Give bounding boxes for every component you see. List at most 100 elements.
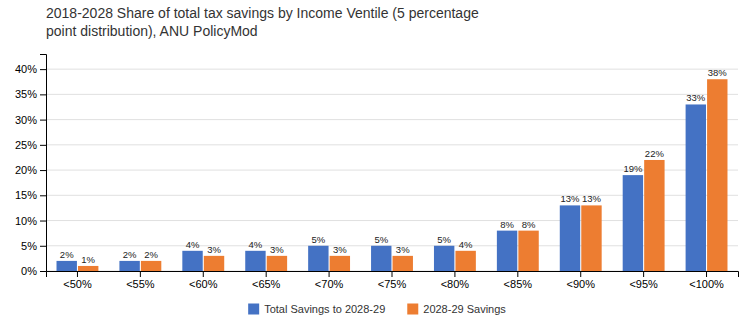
bar <box>182 251 202 271</box>
x-tick: <70% <box>315 271 344 290</box>
x-tick-label: <95% <box>629 278 658 290</box>
x-tick-label: <75% <box>378 278 407 290</box>
x-tick-label: <90% <box>567 278 596 290</box>
data-label: 13% <box>560 193 580 204</box>
legend-item: 2028-29 Savings <box>407 303 506 315</box>
bar <box>497 231 517 271</box>
data-label: 2% <box>123 249 137 260</box>
x-tick: <85% <box>504 271 533 290</box>
x-axis: <50% <55% <60% <65% <70% <75% <80% <85% <90% <95%… <box>47 271 739 290</box>
y-tick-label: 35% <box>15 88 37 100</box>
data-label: 1% <box>81 254 95 265</box>
y-tick-mark <box>40 195 46 196</box>
grid-line <box>46 119 738 120</box>
y-tick: 10% <box>15 215 46 227</box>
x-tick-mark <box>643 271 644 277</box>
x-tick-label: <80% <box>441 278 470 290</box>
y-tick-label: 30% <box>15 114 37 126</box>
y-tick-mark <box>40 145 46 146</box>
y-tick: 5% <box>21 240 46 252</box>
bar <box>267 256 287 271</box>
x-tick-label: <85% <box>504 278 533 290</box>
bar <box>393 256 413 271</box>
x-tick: <55% <box>126 271 155 290</box>
x-tick-label: <50% <box>63 278 92 290</box>
data-label: 8% <box>500 219 514 230</box>
bar <box>434 246 454 271</box>
data-label: 4% <box>459 239 473 250</box>
y-tick-mark <box>40 271 46 272</box>
grid-line <box>46 94 738 95</box>
y-tick-mark <box>40 120 46 121</box>
grid-line <box>46 69 738 70</box>
data-label: 3% <box>270 244 284 255</box>
y-tick-label: 0% <box>21 265 37 277</box>
bar <box>371 246 391 271</box>
bar <box>330 256 350 271</box>
x-tick-mark <box>580 271 581 277</box>
x-tick-mark <box>77 271 78 277</box>
data-label: 4% <box>186 239 200 250</box>
y-tick: 30% <box>15 114 46 126</box>
bar <box>686 104 706 271</box>
data-label: 19% <box>623 163 643 174</box>
bar <box>308 246 328 271</box>
y-tick-mark <box>40 246 46 247</box>
chart-title: 2018-2028 Share of total tax savings by … <box>46 5 479 39</box>
y-tick: 0% <box>21 265 46 277</box>
x-tick-mark <box>517 271 518 277</box>
plot-area: 2%2%4%4%5%5%5%8%13%19%33%1%2%3%3%3%3%4%8… <box>15 55 739 290</box>
x-tick-label: <55% <box>126 278 155 290</box>
chart-container: 2018-2028 Share of total tax savings by … <box>0 0 754 323</box>
x-tick: <90% <box>567 271 596 290</box>
y-tick-label: 40% <box>15 63 37 75</box>
bar-series <box>57 104 706 271</box>
legend-label: Total Savings to 2028-29 <box>264 303 385 315</box>
bar <box>707 79 727 271</box>
y-tick-label: 20% <box>15 164 37 176</box>
chart-title-line: 2018-2028 Share of total tax savings by … <box>46 5 479 21</box>
y-tick-mark <box>40 221 46 222</box>
y-tick: 15% <box>15 189 46 201</box>
x-tick-mark <box>392 271 393 277</box>
y-tick-label: 10% <box>15 215 37 227</box>
y-axis-line <box>40 55 47 272</box>
chart-svg: 2018-2028 Share of total tax savings by … <box>0 0 754 323</box>
y-tick-label: 5% <box>21 240 37 252</box>
data-label: 22% <box>645 148 665 159</box>
x-tick-mark <box>329 271 330 277</box>
x-tick-mark <box>203 271 204 277</box>
bar <box>245 251 265 271</box>
y-tick: 35% <box>15 88 46 100</box>
bars <box>57 79 728 271</box>
legend-swatch <box>248 304 259 315</box>
bar <box>560 205 580 271</box>
bar <box>644 160 664 271</box>
x-tick: <75% <box>378 271 407 290</box>
data-label: 5% <box>311 234 325 245</box>
data-label: 3% <box>396 244 410 255</box>
x-tick-mark <box>454 271 455 277</box>
x-tick-mark <box>140 271 141 277</box>
y-tick: 40% <box>15 63 46 75</box>
x-tick: <80% <box>441 271 470 290</box>
bar <box>204 256 224 271</box>
x-tick-mark <box>266 271 267 277</box>
y-tick-mark <box>40 69 46 70</box>
data-label: 3% <box>207 244 221 255</box>
x-tick-label: <65% <box>252 278 281 290</box>
bar <box>518 231 538 271</box>
data-label: 5% <box>374 234 388 245</box>
data-label: 2% <box>60 249 74 260</box>
x-tick: <100% <box>689 271 724 290</box>
y-tick-mark <box>40 170 46 171</box>
bar <box>623 175 643 271</box>
y-tick-mark <box>40 94 46 95</box>
bar <box>455 251 475 271</box>
x-tick: <50% <box>63 271 92 290</box>
y-tick-label: 15% <box>15 189 37 201</box>
x-tick-mark <box>706 271 707 277</box>
legend-item: Total Savings to 2028-29 <box>248 303 385 315</box>
x-tick: <60% <box>189 271 218 290</box>
bar <box>119 261 139 271</box>
